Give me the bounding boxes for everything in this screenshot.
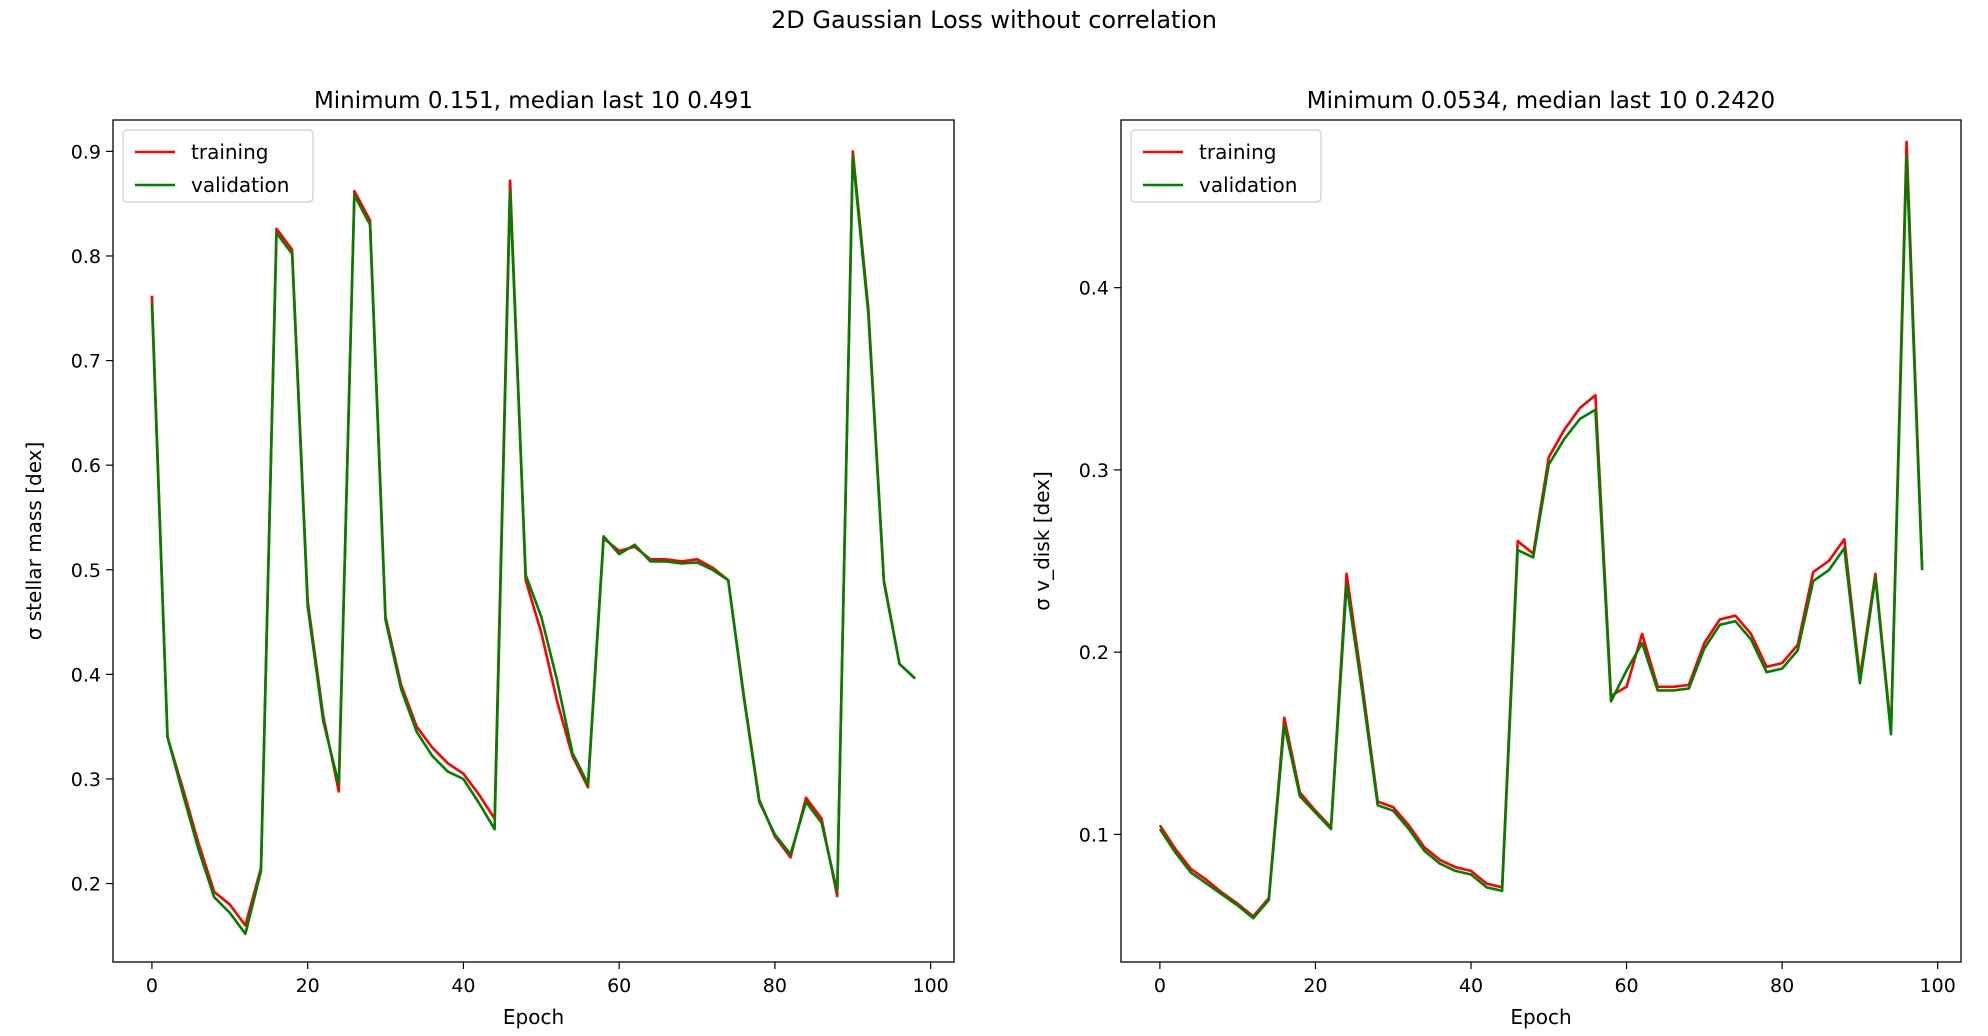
- y-tick-label: 0.4: [1079, 278, 1109, 300]
- y-tick-label: 0.1: [1079, 824, 1109, 846]
- chart-stellar-mass: Minimum 0.151, median last 10 0.491 0 20 40…: [22, 88, 955, 1029]
- series-line-training: [1158, 140, 1924, 918]
- chart-title: Minimum 0.0534, median last 10 0.2420: [1307, 88, 1775, 114]
- y-tick-label: 0.2: [1079, 642, 1109, 664]
- x-axis-label: Epoch: [1510, 1005, 1571, 1029]
- x-tick-label: 100: [913, 975, 949, 997]
- y-tick-label: 0.7: [71, 351, 101, 373]
- x-tick-label: 80: [763, 975, 787, 997]
- chart-v-disk: Minimum 0.0534, median last 10 0.2420 0 20…: [1030, 88, 1962, 1029]
- series-line-validation: [1158, 155, 1924, 920]
- x-tick-label: 40: [451, 975, 475, 997]
- x-tick-label: 60: [607, 975, 631, 997]
- series-line-validation: [150, 155, 916, 936]
- series-line-training: [150, 150, 916, 927]
- legend: training validation: [1130, 129, 1322, 203]
- x-tick-label: 20: [296, 975, 320, 997]
- x-tick-label: 0: [146, 975, 158, 997]
- legend-label-validation: validation: [191, 173, 289, 197]
- axes-frame: [1120, 119, 1962, 963]
- x-tick-label: 100: [1920, 975, 1956, 997]
- figure-title: 2D Gaussian Loss without correlation: [770, 6, 1217, 34]
- legend-label-training: training: [191, 140, 268, 164]
- y-tick-label: 0.3: [1079, 460, 1109, 482]
- y-tick-label: 0.9: [71, 141, 101, 163]
- y-tick-label: 0.5: [71, 560, 101, 582]
- y-axis-label: σ v_disk [dex]: [1030, 471, 1054, 611]
- y-tick-label: 0.2: [71, 874, 101, 896]
- y-axis-label: σ stellar mass [dex]: [22, 442, 46, 641]
- x-tick-label: 60: [1614, 975, 1638, 997]
- x-axis-label: Epoch: [503, 1005, 564, 1029]
- x-tick-label: 0: [1154, 975, 1166, 997]
- y-tick-label: 0.8: [71, 246, 101, 268]
- legend-label-validation: validation: [1199, 173, 1297, 197]
- x-tick-label: 40: [1459, 975, 1483, 997]
- y-tick-label: 0.3: [71, 769, 101, 791]
- y-tick-label: 0.6: [71, 455, 101, 477]
- legend-label-training: training: [1199, 140, 1276, 164]
- legend: training validation: [122, 129, 314, 203]
- axes-frame: [112, 119, 955, 963]
- chart-title: Minimum 0.151, median last 10 0.491: [314, 88, 753, 114]
- x-tick-label: 80: [1770, 975, 1794, 997]
- x-tick-label: 20: [1303, 975, 1327, 997]
- y-tick-label: 0.4: [71, 664, 101, 686]
